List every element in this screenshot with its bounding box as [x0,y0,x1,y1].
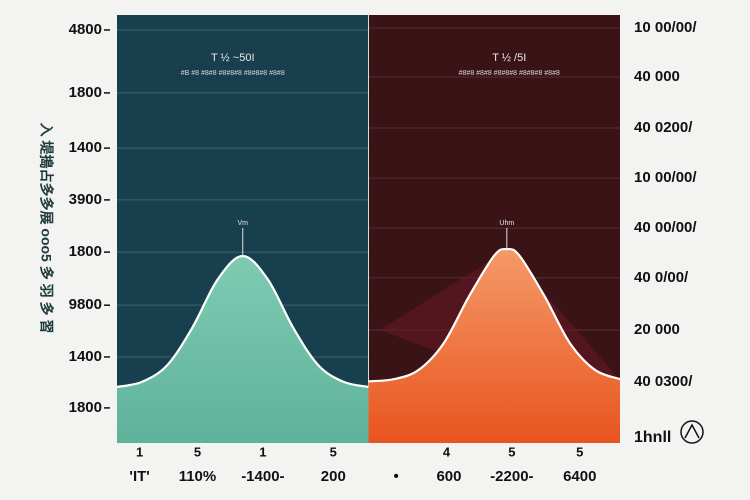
y-tick-label: 1800 [69,84,102,101]
y-tick-label: 1400 [69,139,102,156]
area [117,255,369,443]
x-tick-label: 5 [576,444,583,459]
y-tick-label: 3900 [69,191,102,208]
x-tick-label: 1 [259,444,266,459]
x2-tick-label: 110% [179,468,217,485]
panel-subtitle: #B #8 #8#8 #8#8#8 #8#8#8 #8#8 [181,70,285,77]
x2-tick-label: -1400- [241,468,284,485]
y-tick-label: 1800 [69,243,102,260]
x2-tick-label: • [394,468,399,485]
x2-tick-label: 'IT' [129,468,149,485]
icon [680,420,704,444]
y2-tick-label: 10 00/00/ [634,19,697,36]
y-tick-label: 4800 [69,21,102,38]
x2-tick-label: 600 [436,468,461,485]
x-tick-label: 4 [443,444,451,459]
x2-tick-label: 6400 [563,468,596,485]
panel-subtitle: #8#8 #8#8 #8#8#8 #8#8#8 #8#8 [459,70,560,77]
x2-tick-label: 200 [321,468,346,485]
y2-tick-label: 40 000 [634,68,680,85]
x-tick-label: 5 [330,444,337,459]
y2-tick-label: 40 0300/ [634,373,693,390]
y-tick-label: 1400 [69,348,102,365]
y-tick-label: 1800 [69,399,102,416]
icon-glyph [684,423,700,439]
annotation: Uhm [499,220,514,227]
x-tick-label: 5 [508,444,515,459]
y-tick-label: 9800 [69,296,102,313]
area [368,249,620,443]
y2-tick-label: 10 00/00/ [634,169,697,186]
y2-tick-label: 40 0200/ [634,119,693,136]
panel-title: T ½ ~50I [211,52,255,64]
panel-title: T ½ /5I [492,52,526,64]
y2-tick-label: 40 00/00/ [634,219,697,236]
y-title: 入 堤搗占多多展 ooo5 多 羽 多 習 [38,123,54,334]
x-tick-label: 1 [136,444,143,459]
area-outline [368,247,621,383]
y2-tick-label: 40 0/00/ [634,269,689,286]
x2-tick-label: -2200- [490,468,533,485]
corner-label: 1hnll [634,429,671,446]
annotation: Vm [238,220,249,227]
y2-tick-label: 20 000 [634,321,680,338]
plot: Vm Uhm [116,220,621,443]
x-tick-label: 5 [194,444,201,459]
